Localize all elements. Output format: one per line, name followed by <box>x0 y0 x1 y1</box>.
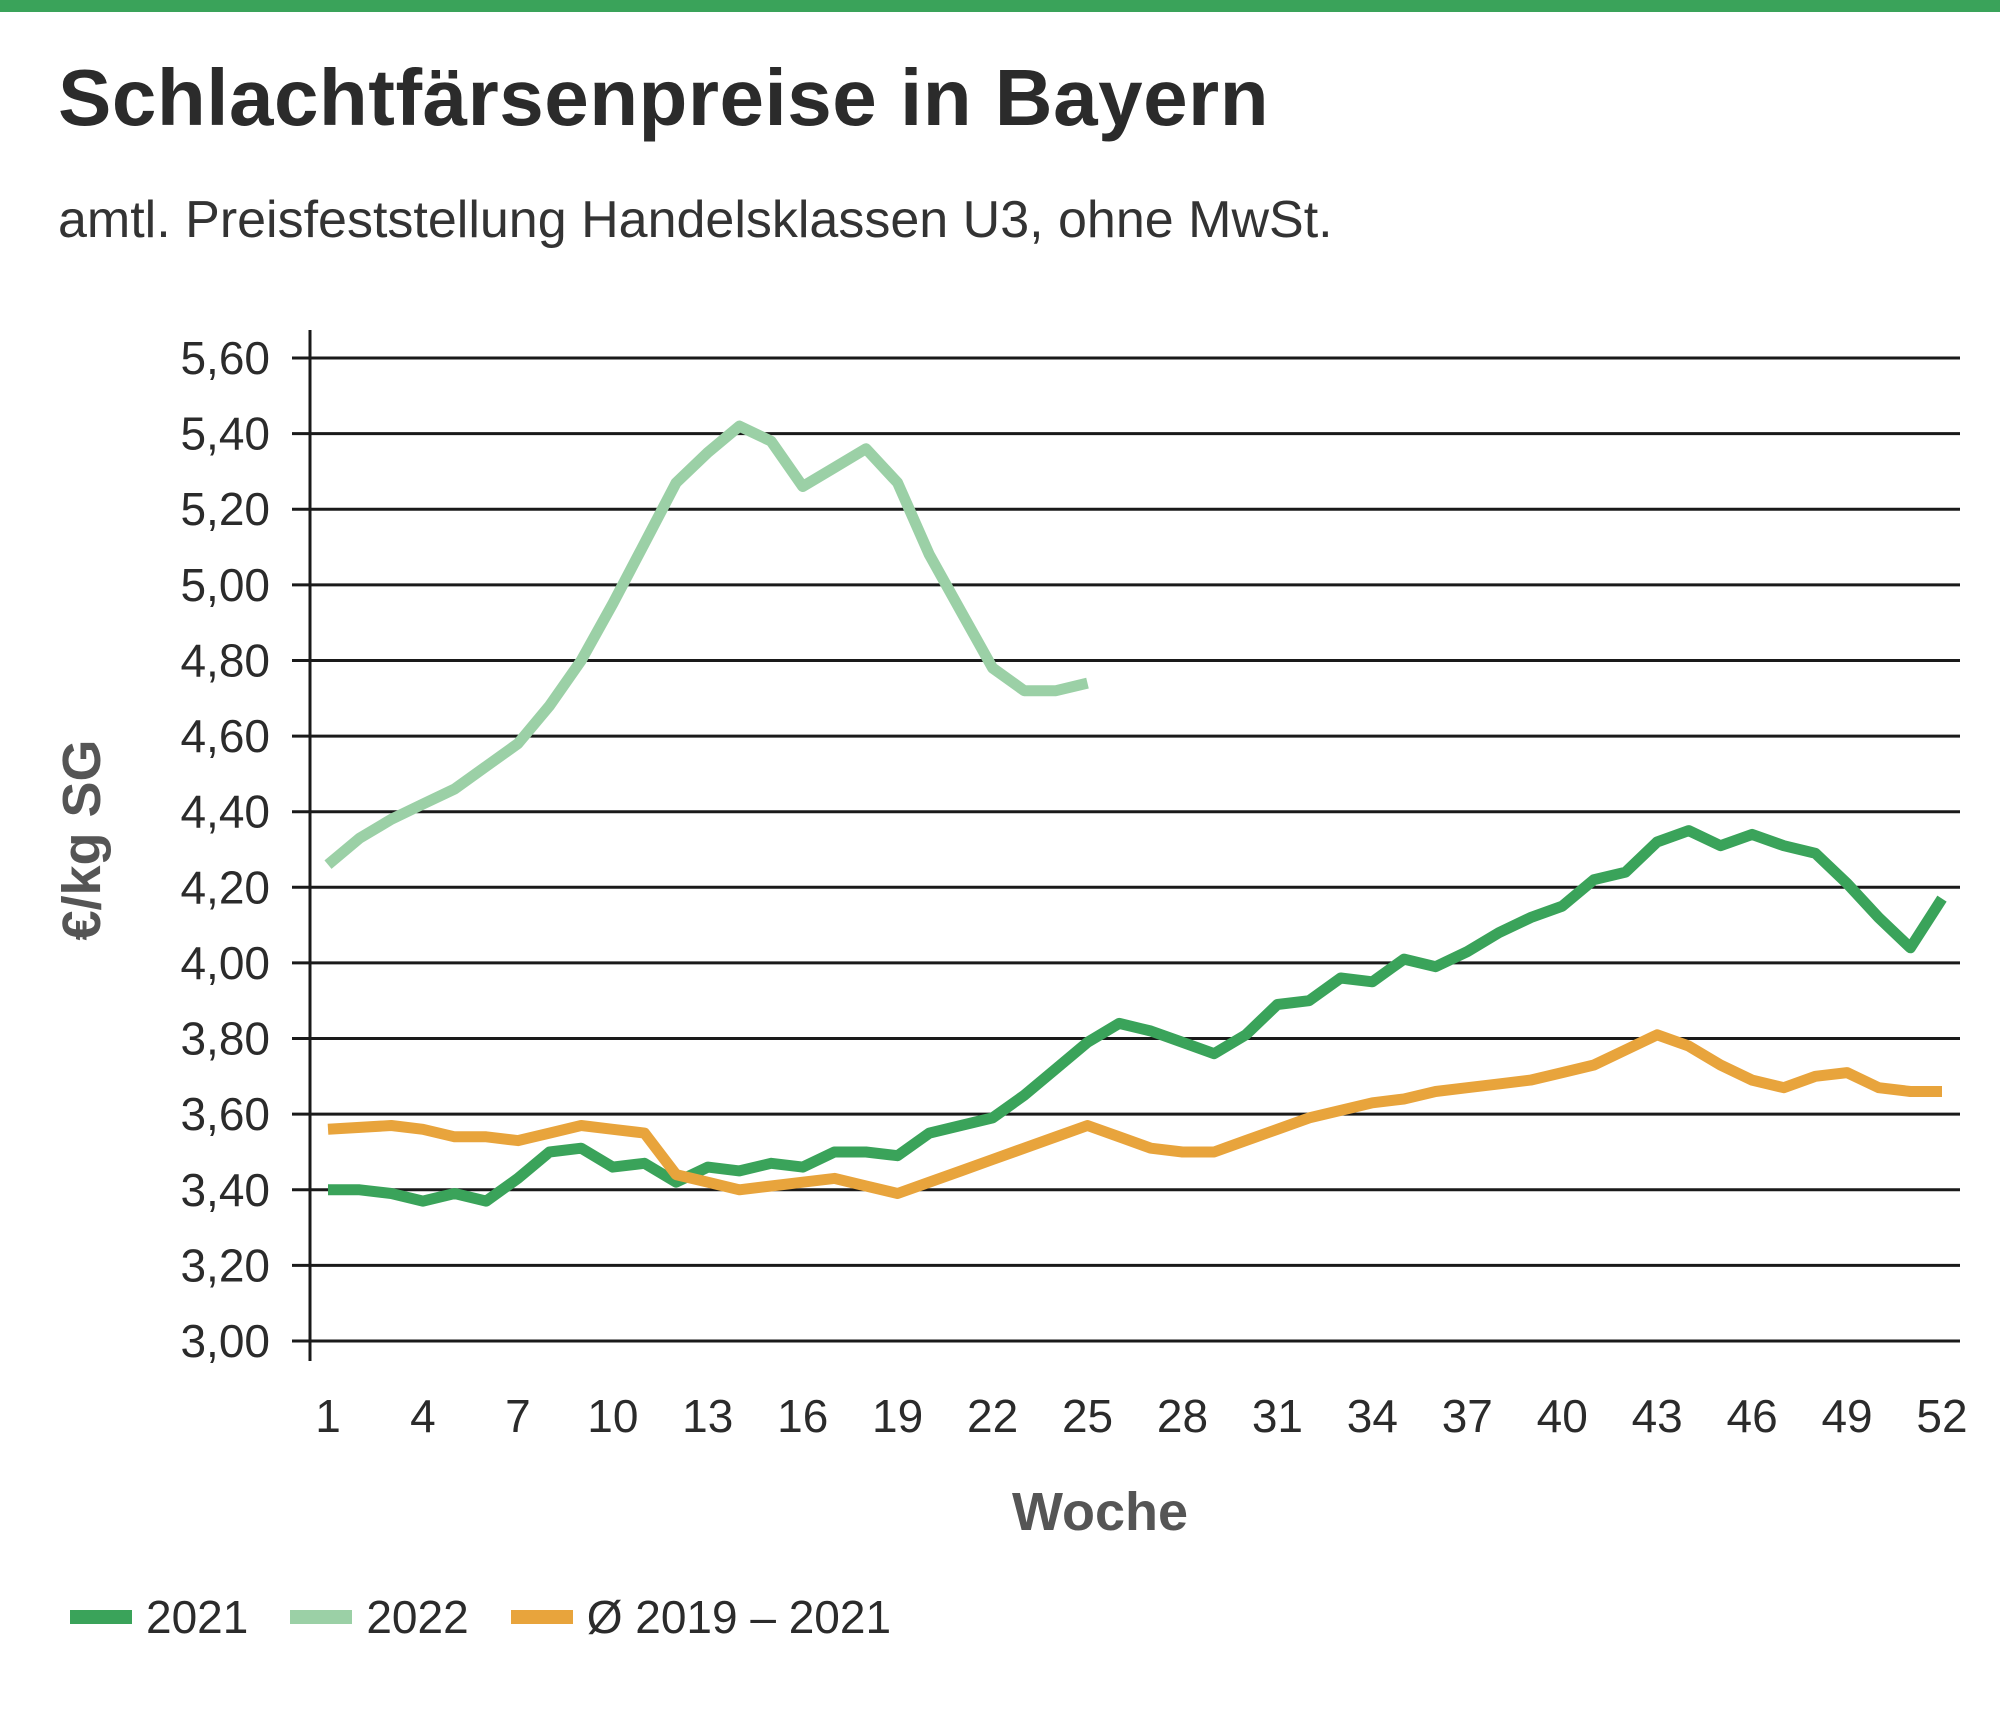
x-tick-label: 28 <box>1157 1390 1208 1442</box>
legend: 2021 2022 Ø 2019 – 2021 <box>70 1590 933 1644</box>
y-tick-label: 5,00 <box>180 559 270 611</box>
x-tick-label: 19 <box>872 1390 923 1442</box>
x-tick-label: 34 <box>1347 1390 1398 1442</box>
x-tick-label: 4 <box>410 1390 436 1442</box>
x-tick-label: 46 <box>1727 1390 1778 1442</box>
legend-swatch-average <box>510 1610 573 1624</box>
x-tick-label: 49 <box>1821 1390 1872 1442</box>
legend-item-2021: 2021 <box>70 1590 248 1644</box>
series-line-0 <box>328 825 1947 1207</box>
y-tick-label: 3,60 <box>180 1088 270 1140</box>
x-tick-label: 16 <box>777 1390 828 1442</box>
y-tick-label: 3,40 <box>180 1164 270 1216</box>
legend-label-average: Ø 2019 – 2021 <box>586 1591 892 1643</box>
legend-swatch-2022 <box>290 1610 353 1624</box>
x-tick-label: 7 <box>505 1390 531 1442</box>
series-line-1 <box>324 420 1089 869</box>
y-tick-label: 5,60 <box>180 332 270 384</box>
x-tick-label: 22 <box>967 1390 1018 1442</box>
y-tick-label: 5,20 <box>180 483 270 535</box>
legend-item-average: Ø 2019 – 2021 <box>510 1590 892 1644</box>
x-tick-label: 37 <box>1442 1390 1493 1442</box>
top-accent-bar <box>0 0 2000 12</box>
y-tick-label: 5,40 <box>180 408 270 460</box>
chart-title: Schlachtfärsenpreise in Bayern <box>58 53 1270 142</box>
y-tick-label: 4,80 <box>180 634 270 686</box>
x-axis-title: Woche <box>1012 1482 1188 1542</box>
y-axis-title: €/kg SG <box>52 739 112 940</box>
series-lines <box>324 420 1947 1207</box>
x-tick-label: 52 <box>1916 1390 1967 1442</box>
legend-swatch-2021 <box>70 1610 132 1624</box>
chart-subtitle: amtl. Preisfeststellung Handelsklassen U… <box>58 191 1333 249</box>
y-tick-label: 4,40 <box>180 786 270 838</box>
y-tick-label: 3,00 <box>180 1315 270 1367</box>
x-tick-label: 13 <box>682 1390 733 1442</box>
y-tick-label: 4,60 <box>180 710 270 762</box>
x-tick-label: 1 <box>315 1390 341 1442</box>
y-tick-label: 4,00 <box>180 937 270 989</box>
y-tick-label: 3,80 <box>180 1013 270 1065</box>
legend-label-2022: 2022 <box>366 1591 469 1643</box>
series-line-2 <box>327 1029 1942 1199</box>
x-tick-label: 40 <box>1537 1390 1588 1442</box>
x-tick-label: 10 <box>587 1390 638 1442</box>
axes: 3,00 3,20 3,40 3,60 3,80 4,00 4,20 4,40 4,60 4,80… <box>180 330 1968 1442</box>
x-tick-label: 43 <box>1632 1390 1683 1442</box>
grid-lines <box>310 356 1960 1267</box>
legend-item-2022: 2022 <box>290 1590 469 1644</box>
x-tick-label: 31 <box>1252 1390 1303 1442</box>
y-tick-label: 3,20 <box>180 1239 270 1291</box>
legend-label-2021: 2021 <box>146 1591 249 1643</box>
y-tick-label: 4,20 <box>180 861 270 913</box>
x-tick-label: 25 <box>1062 1390 1113 1442</box>
